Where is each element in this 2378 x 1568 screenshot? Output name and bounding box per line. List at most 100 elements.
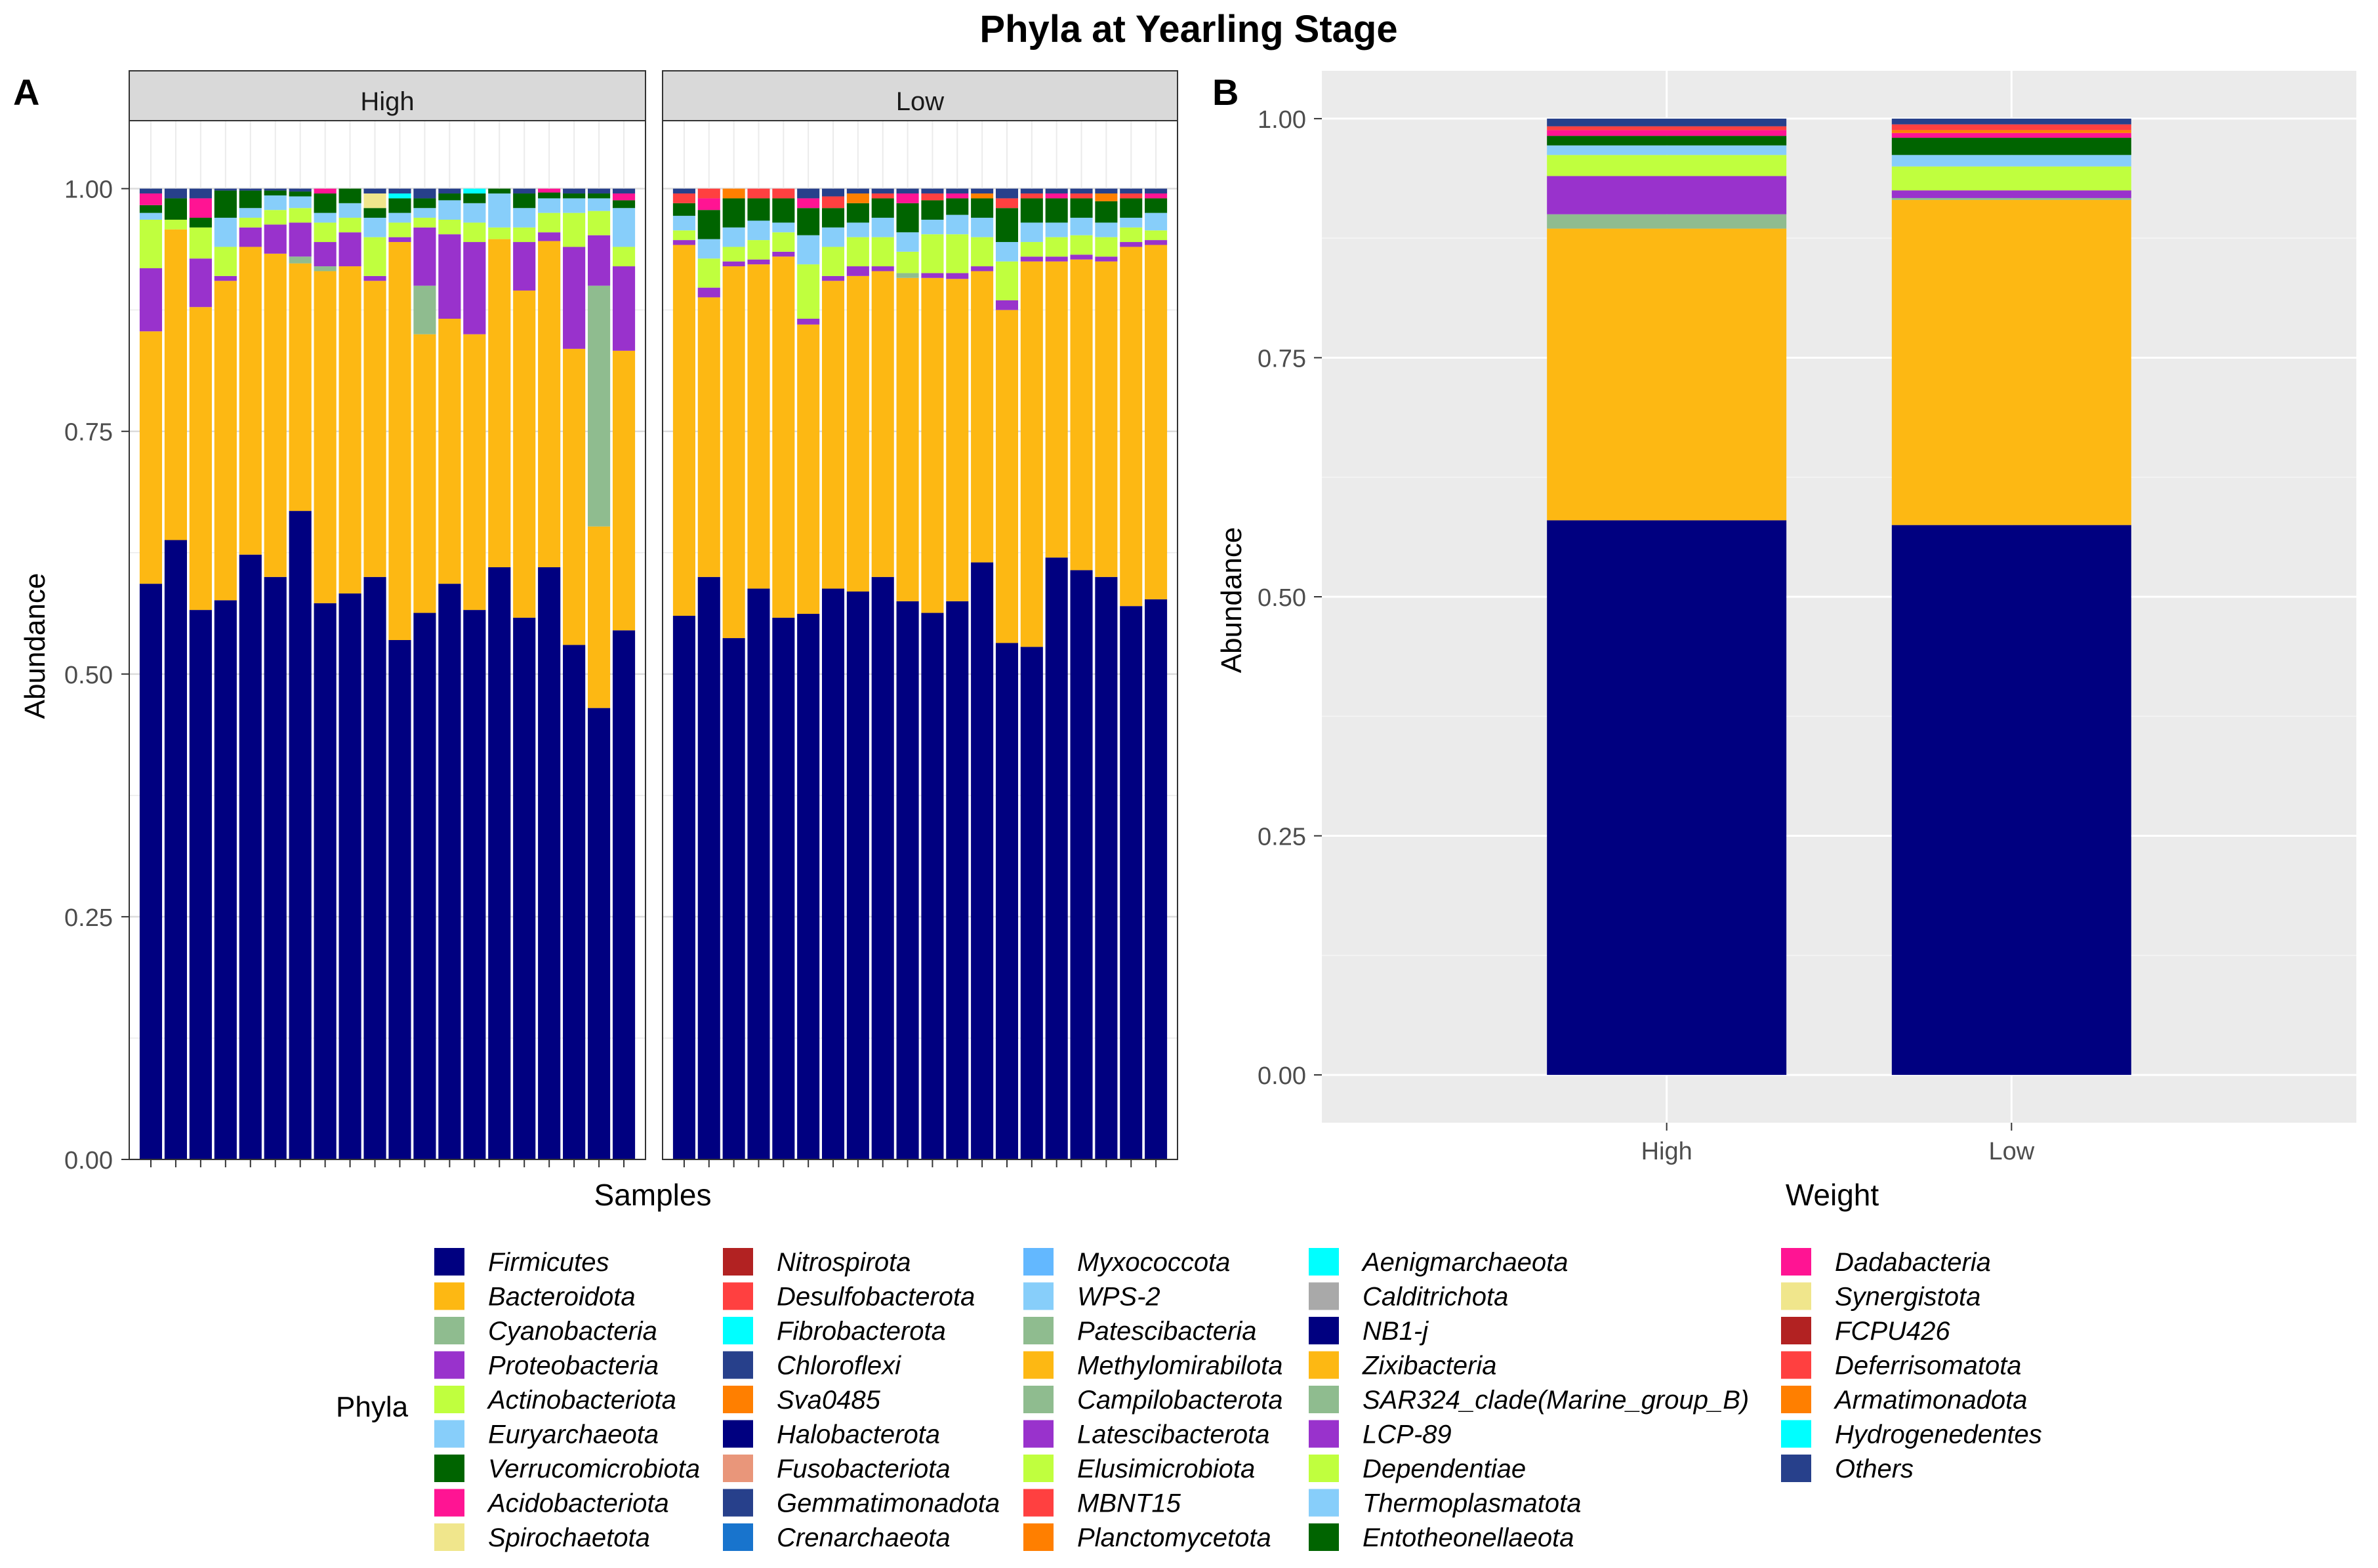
legend-label: Halobacterota: [777, 1420, 940, 1449]
bar-segment-acidobacteriota: [538, 188, 561, 193]
bar-segment-others: [164, 188, 188, 199]
bar-segment-actinobacteriota: [388, 222, 411, 237]
bar-segment-bacteroidota: [463, 334, 486, 611]
bar-segment-verrucomicrobiota: [1095, 201, 1118, 223]
legend-item: Calditrichota: [1309, 1282, 1508, 1312]
legend-label: Hydrogenedentes: [1835, 1420, 2042, 1449]
bar-segment-fibrobacterota: [388, 193, 411, 199]
legend-swatch: [434, 1282, 464, 1310]
bar-segment-firmicutes: [747, 588, 770, 1159]
bar-segment-bacteroidota: [563, 348, 586, 645]
bar-segment-actinobacteriota: [896, 251, 919, 273]
bar-segment-euryarchaeota: [363, 218, 386, 237]
bar-segment-actinobacteriota: [314, 222, 337, 243]
legend-swatch: [434, 1420, 464, 1448]
legend-item: Methylomirabilota: [1023, 1351, 1282, 1380]
bar-segment-bacteroidota: [363, 281, 386, 577]
bar-segment-actinobacteriota: [1547, 155, 1787, 176]
bar-segment-firmicutes: [697, 576, 720, 1159]
legend-label: Proteobacteria: [488, 1352, 659, 1380]
legend-label: Synergistota: [1835, 1283, 1980, 1312]
bar-segment-desulfobacterota: [672, 193, 695, 203]
bar-segment-actinobacteriota: [214, 247, 237, 276]
bar-segment-verrucomicrobiota: [338, 188, 361, 203]
legend-label: Deferrisomatota: [1835, 1352, 2022, 1380]
legend-swatch: [1309, 1386, 1339, 1413]
bar-segment-firmicutes: [264, 576, 287, 1159]
panel-b-ylabel: Abundance: [1216, 527, 1248, 673]
legend-label: Elusimicrobiota: [1077, 1455, 1255, 1483]
bar-segment-sva0485: [971, 193, 994, 199]
bar-segment-firmicutes: [896, 601, 919, 1159]
legend-swatch: [723, 1351, 753, 1379]
legend-label: Thermoplasmatota: [1363, 1489, 1581, 1518]
bar-segment-desulfobacterota: [697, 188, 720, 199]
panel-a: Abundance Samples High Low 0.00 0.25 0.50 0.7…: [19, 70, 1178, 1212]
bar-segment-verrucomicrobiota: [139, 205, 163, 213]
bar-segment-cyanobacteria: [587, 285, 611, 527]
bar-segment-bacteroidota: [189, 307, 212, 611]
legend-swatch: [434, 1523, 464, 1551]
bar-segment-euryarchaeota: [946, 214, 969, 235]
legend-item: Campilobacterota: [1023, 1386, 1283, 1415]
sample-bar: [563, 188, 586, 1159]
bar-segment-bacteroidota: [697, 297, 720, 577]
bar-segment-proteobacteria: [612, 266, 636, 351]
bar-segment-verrucomicrobiota: [214, 190, 237, 218]
bar-segment-actinobacteriota: [338, 218, 361, 233]
legend-title: Phyla: [336, 1391, 409, 1423]
y-tick-label: 1.00: [1258, 106, 1306, 134]
legend-item: Planctomycetota: [1023, 1523, 1271, 1552]
bar-segment-actinobacteriota: [363, 237, 386, 276]
bar-segment-verrucomicrobiota: [921, 200, 944, 220]
facet-border: [662, 120, 1178, 1160]
sample-bar: [513, 188, 536, 1159]
legend-item: Actinobacteriota: [434, 1386, 676, 1415]
bar-segment-proteobacteria: [513, 242, 536, 291]
bar-segment-acidobacteriota: [896, 193, 919, 203]
legend-label: Cyanobacteria: [488, 1317, 657, 1346]
bar-segment-firmicutes: [338, 593, 361, 1159]
legend-item: Aenigmarchaeota: [1309, 1248, 1568, 1277]
bar-segment-acidobacteriota: [1045, 193, 1068, 199]
legend-label: Zixibacteria: [1362, 1352, 1497, 1380]
bar-segment-proteobacteria: [264, 224, 287, 254]
legend-label: WPS-2: [1077, 1283, 1160, 1312]
bar-segment-firmicutes: [1120, 606, 1143, 1159]
bar-segment-bacteroidota: [264, 253, 287, 577]
bar-segment-proteobacteria: [388, 237, 411, 243]
sample-bar: [587, 188, 611, 1159]
bar-segment-actinobacteriota: [1120, 227, 1143, 243]
legend-item: Crenarchaeota: [723, 1523, 951, 1552]
legend-item: Spirochaetota: [434, 1523, 650, 1552]
bar-segment-cyanobacteria: [1547, 214, 1787, 229]
legend-label: Euryarchaeota: [488, 1420, 659, 1449]
legend-swatch: [1023, 1386, 1054, 1413]
bar-segment-verrucomicrobiota: [821, 208, 845, 228]
bar-segment-proteobacteria: [672, 240, 695, 245]
bar-segment-verrucomicrobiota: [846, 203, 869, 223]
bar-segment-bacteroidota: [797, 324, 820, 614]
bar-segment-bacteroidota: [1070, 259, 1093, 571]
bar-segment-proteobacteria: [1120, 242, 1143, 247]
y-tick-label: 0.00: [64, 1147, 113, 1175]
bar-segment-others: [896, 188, 919, 194]
legend-item: NB1-j: [1309, 1317, 1429, 1346]
bar-segment-cyanobacteria: [413, 285, 436, 334]
bar-segment-proteobacteria: [363, 275, 386, 281]
legend-item: Others: [1781, 1455, 1914, 1483]
bar-segment-bacteroidota: [612, 350, 636, 631]
bar-segment-cyanobacteria: [896, 273, 919, 278]
sample-bar: [772, 188, 795, 1159]
bar-segment-bacteroidota: [513, 291, 536, 618]
bar-segment-firmicutes: [871, 576, 894, 1159]
bar-segment-firmicutes: [488, 567, 511, 1159]
bar-segment-acidobacteriota: [946, 193, 969, 199]
bar-segment-bacteroidota: [214, 281, 237, 601]
legend-swatch: [1023, 1282, 1054, 1310]
legend-label: LCP-89: [1363, 1420, 1452, 1449]
bar-segment-euryarchaeota: [214, 218, 237, 247]
bar-segment-proteobacteria: [1045, 256, 1068, 262]
facet-strip: [662, 70, 1178, 121]
bar-segment-actinobacteriota: [413, 218, 436, 228]
